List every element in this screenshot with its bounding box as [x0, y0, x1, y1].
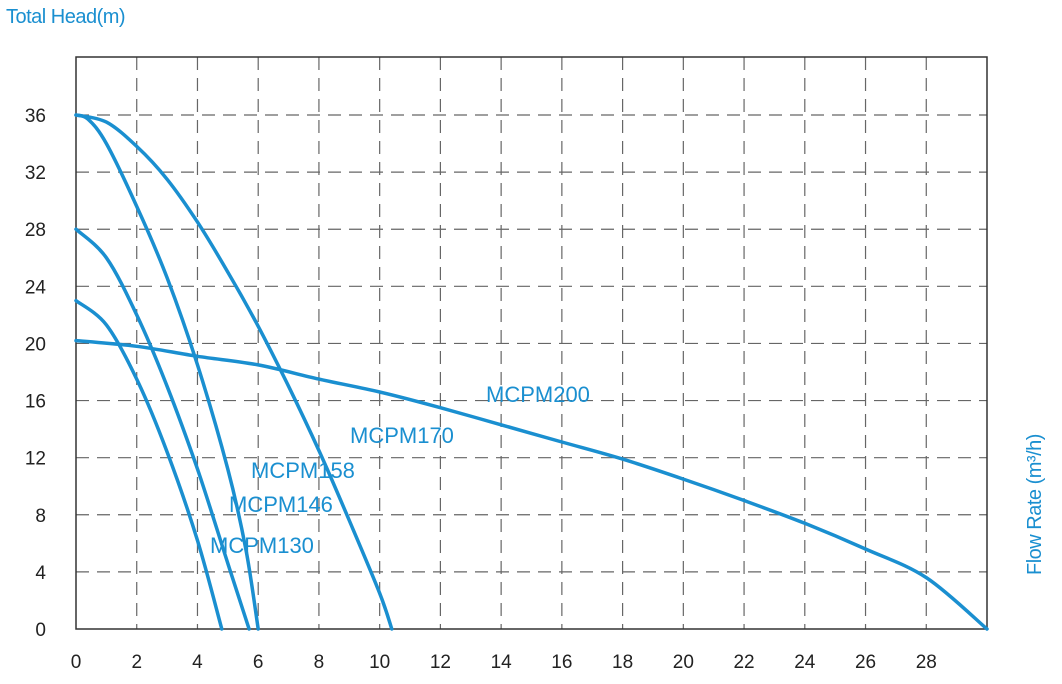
x-tick-label: 20	[673, 652, 694, 673]
x-tick-label: 8	[314, 652, 325, 673]
x-tick-label: 28	[916, 652, 937, 673]
y-tick-label: 8	[35, 506, 46, 527]
x-tick-label: 4	[192, 652, 203, 673]
x-tick-labels: 0 2 4 6 8 10 12 14 16 18 20 22 24 26 28	[71, 652, 937, 673]
series-line-mcpm146	[74, 227, 251, 631]
x-tick-label: 6	[253, 652, 264, 673]
y-tick-label: 16	[25, 392, 46, 413]
y-tick-label: 28	[25, 220, 46, 241]
x-tick-label: 26	[855, 652, 876, 673]
y-tick-label: 0	[35, 620, 46, 641]
x-tick-label: 22	[733, 652, 754, 673]
y-tick-label: 32	[25, 163, 46, 184]
series-curves	[74, 113, 989, 631]
x-tick-label: 14	[491, 652, 513, 673]
series-line-mcpm130	[74, 298, 224, 631]
series-labels: MCPM130 MCPM146 MCPM158 MCPM170 MCPM200	[210, 382, 590, 558]
x-tick-label: 18	[612, 652, 633, 673]
series-label-mcpm170: MCPM170	[350, 423, 454, 448]
series-label-mcpm130: MCPM130	[210, 533, 314, 558]
series-line-mcpm158	[74, 113, 260, 631]
series-label-mcpm146: MCPM146	[229, 492, 333, 517]
series-label-mcpm200: MCPM200	[486, 382, 590, 407]
x-tick-label: 0	[71, 652, 82, 673]
series-label-mcpm158: MCPM158	[251, 458, 355, 483]
x-tick-label: 16	[551, 652, 572, 673]
y-tick-label: 36	[25, 106, 46, 127]
x-tick-label: 10	[369, 652, 390, 673]
series-line-mcpm200	[74, 338, 989, 631]
x-tick-label: 12	[430, 652, 451, 673]
series-line-mcpm170	[74, 113, 394, 631]
y-tick-label: 4	[35, 563, 46, 584]
y-tick-label: 24	[25, 277, 47, 298]
x-tick-label: 2	[131, 652, 142, 673]
plot-frame	[75, 56, 988, 630]
x-tick-label: 24	[794, 652, 816, 673]
plot-border	[75, 56, 988, 630]
y-tick-label: 20	[25, 334, 46, 355]
y-tick-label: 12	[25, 449, 46, 470]
grid	[76, 57, 987, 629]
y-axis-title: Total Head(m)	[6, 6, 126, 28]
y-tick-labels: 0 4 8 12 16 20 24 28 32 36	[25, 106, 47, 641]
